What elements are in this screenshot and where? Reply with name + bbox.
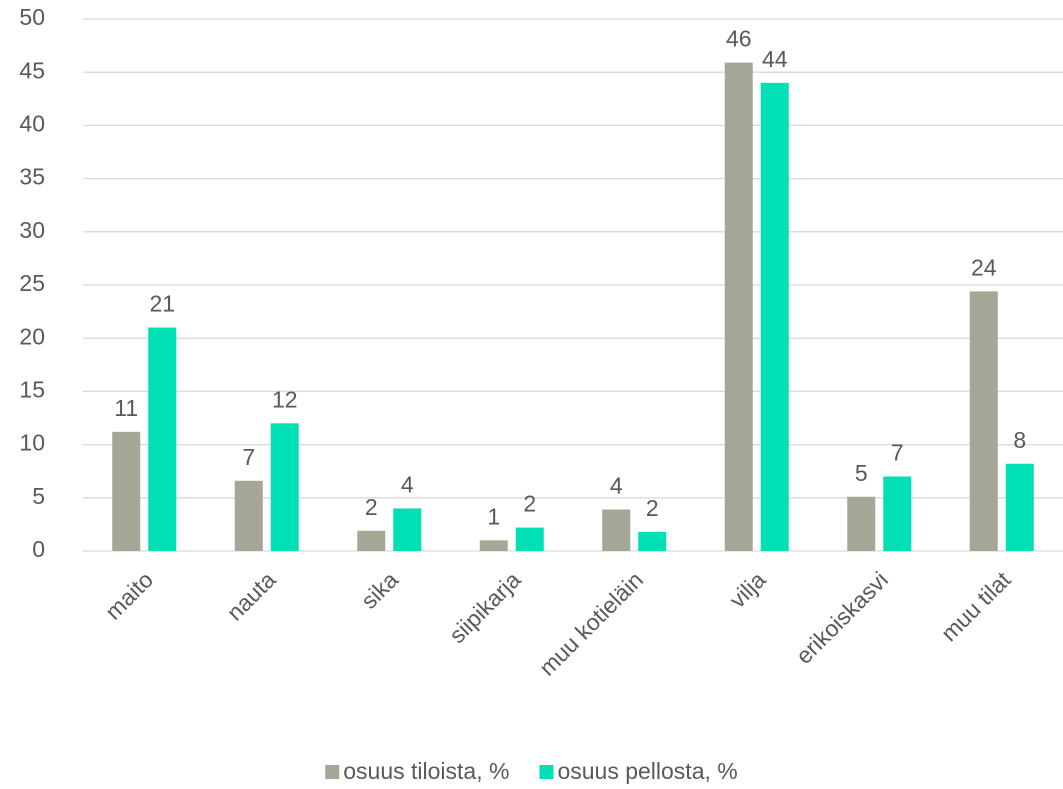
bar bbox=[969, 291, 998, 551]
value-label: 24 bbox=[971, 254, 997, 280]
y-tick-label: 40 bbox=[19, 110, 45, 136]
value-label: 46 bbox=[726, 26, 752, 52]
x-tick-label: maito bbox=[100, 566, 158, 624]
bar bbox=[724, 62, 753, 552]
bar bbox=[847, 496, 876, 551]
bar bbox=[357, 530, 386, 551]
value-label: 2 bbox=[646, 495, 659, 521]
y-tick-label: 15 bbox=[19, 376, 45, 402]
value-label: 2 bbox=[365, 494, 378, 520]
y-tick-label: 20 bbox=[19, 323, 45, 349]
y-tick-label: 10 bbox=[19, 430, 45, 456]
x-tick-label: muu tilat bbox=[936, 566, 1016, 646]
value-label: 4 bbox=[610, 473, 623, 499]
value-label: 1 bbox=[487, 503, 500, 529]
legend-label: osuus tiloista, % bbox=[343, 758, 509, 784]
x-tick-label: nauta bbox=[221, 566, 280, 625]
legend-swatch bbox=[539, 765, 554, 779]
x-tick-label: erikoiskasvi bbox=[791, 566, 893, 668]
bar bbox=[602, 509, 631, 551]
value-label: 44 bbox=[762, 46, 788, 72]
y-tick-label: 50 bbox=[19, 4, 45, 30]
value-label: 2 bbox=[523, 491, 536, 517]
y-tick-label: 35 bbox=[19, 164, 45, 190]
bar bbox=[148, 327, 177, 551]
x-tick-label: vilja bbox=[724, 566, 771, 613]
x-tick-label: siipikarja bbox=[444, 566, 526, 648]
value-label: 7 bbox=[242, 444, 255, 470]
y-tick-label: 30 bbox=[19, 217, 45, 243]
y-tick-label: 45 bbox=[19, 57, 45, 83]
legend-label: osuus pellosta, % bbox=[557, 758, 737, 784]
value-label: 8 bbox=[1013, 427, 1026, 453]
bar bbox=[760, 82, 789, 551]
y-tick-label: 25 bbox=[19, 270, 45, 296]
bar bbox=[638, 531, 667, 551]
y-tick-label: 0 bbox=[32, 536, 45, 562]
bar bbox=[515, 527, 544, 551]
value-label: 4 bbox=[401, 472, 414, 498]
x-tick-label: muu kotieläin bbox=[534, 566, 648, 680]
value-label: 5 bbox=[855, 460, 868, 486]
x-tick-label: sika bbox=[356, 566, 403, 613]
y-tick-label: 5 bbox=[32, 483, 45, 509]
bar bbox=[479, 540, 508, 551]
bar bbox=[234, 480, 263, 551]
bar bbox=[1005, 463, 1034, 551]
value-label: 12 bbox=[272, 386, 298, 412]
bar bbox=[112, 431, 141, 551]
bar bbox=[883, 476, 912, 551]
value-label: 7 bbox=[891, 440, 904, 466]
value-label: 21 bbox=[149, 291, 175, 317]
legend-swatch bbox=[325, 765, 340, 779]
bar bbox=[393, 508, 422, 551]
value-label: 11 bbox=[114, 395, 138, 421]
bar bbox=[270, 423, 299, 551]
